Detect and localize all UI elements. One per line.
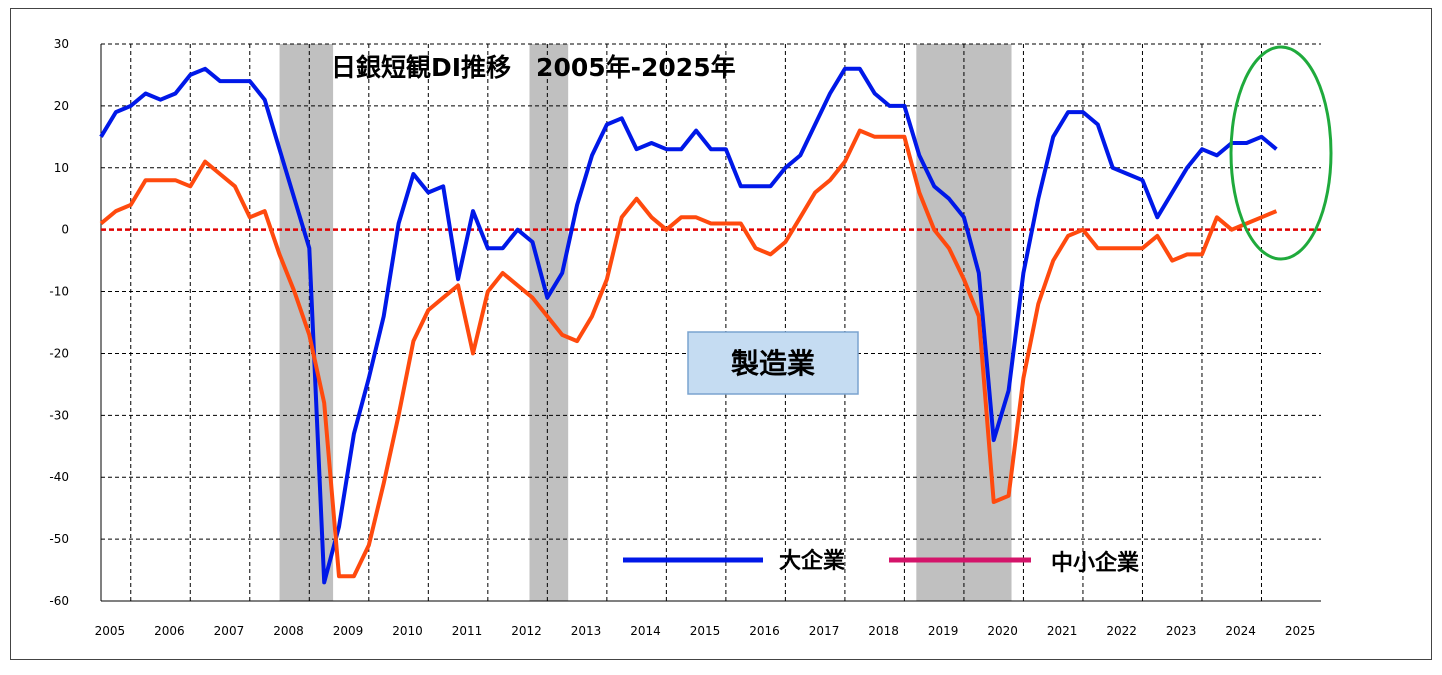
y-tick-1: 20 <box>54 99 69 113</box>
shade-period-1 <box>529 44 569 601</box>
x-tick-5: 2010 <box>392 624 423 638</box>
y-tick-3: 0 <box>61 223 69 237</box>
highlight-ellipse <box>1229 45 1333 261</box>
x-tick-12: 2017 <box>809 624 840 638</box>
y-tick-6: -30 <box>49 408 69 422</box>
series-line-0 <box>99 66 1278 585</box>
x-tick-9: 2014 <box>630 624 661 638</box>
x-tick-labels: 2005 2006 2007 2008 2009 2010 2011 2012 2013 2014… <box>95 624 1316 638</box>
sector-label: 製造業 <box>731 347 815 380</box>
sector-label-box: 製造業 <box>687 331 859 395</box>
y-tick-7: -40 <box>49 470 69 484</box>
legend-label-smes: 中小企業 <box>1051 550 1140 576</box>
y-tick-5: -20 <box>49 346 69 360</box>
x-tick-18: 2023 <box>1166 624 1197 638</box>
series-lines <box>99 66 1278 585</box>
x-tick-17: 2022 <box>1106 624 1137 638</box>
x-tick-15: 2020 <box>987 624 1018 638</box>
series-line-1 <box>99 128 1278 579</box>
plot-axes <box>100 44 1321 602</box>
x-tick-20: 2025 <box>1285 624 1316 638</box>
x-tick-8: 2013 <box>571 624 602 638</box>
x-tick-3: 2008 <box>273 624 304 638</box>
y-tick-8: -50 <box>49 532 69 546</box>
x-tick-10: 2015 <box>690 624 721 638</box>
x-tick-7: 2012 <box>511 624 542 638</box>
y-tick-9: -60 <box>49 594 69 608</box>
recession-shading <box>279 44 1012 601</box>
grid-lines <box>101 43 1321 601</box>
y-tick-0: 30 <box>54 37 69 51</box>
x-tick-6: 2011 <box>452 624 483 638</box>
y-tick-labels: 30 20 10 0 -10 -20 -30 -40 -50 -60 <box>49 37 69 608</box>
shade-period-2 <box>916 44 1012 601</box>
x-tick-19: 2024 <box>1225 624 1256 638</box>
legend: 大企業 中小企業 <box>623 548 1140 576</box>
x-tick-4: 2009 <box>333 624 364 638</box>
legend-label-large-firms: 大企業 <box>779 548 846 574</box>
x-tick-2: 2007 <box>214 624 245 638</box>
x-tick-13: 2018 <box>868 624 899 638</box>
x-tick-11: 2016 <box>749 624 780 638</box>
chart-title: 日銀短観DI推移 2005年-2025年 <box>331 53 736 82</box>
y-tick-2: 10 <box>54 161 69 175</box>
sector-label-background <box>687 331 859 395</box>
chart-frame: 30 20 10 0 -10 -20 -30 -40 -50 -60 2005 2006 2007 20… <box>10 8 1432 660</box>
y-tick-4: -10 <box>49 285 69 299</box>
x-tick-0: 2005 <box>95 624 126 638</box>
x-tick-16: 2021 <box>1047 624 1078 638</box>
x-tick-14: 2019 <box>928 624 959 638</box>
x-tick-1: 2006 <box>154 624 185 638</box>
